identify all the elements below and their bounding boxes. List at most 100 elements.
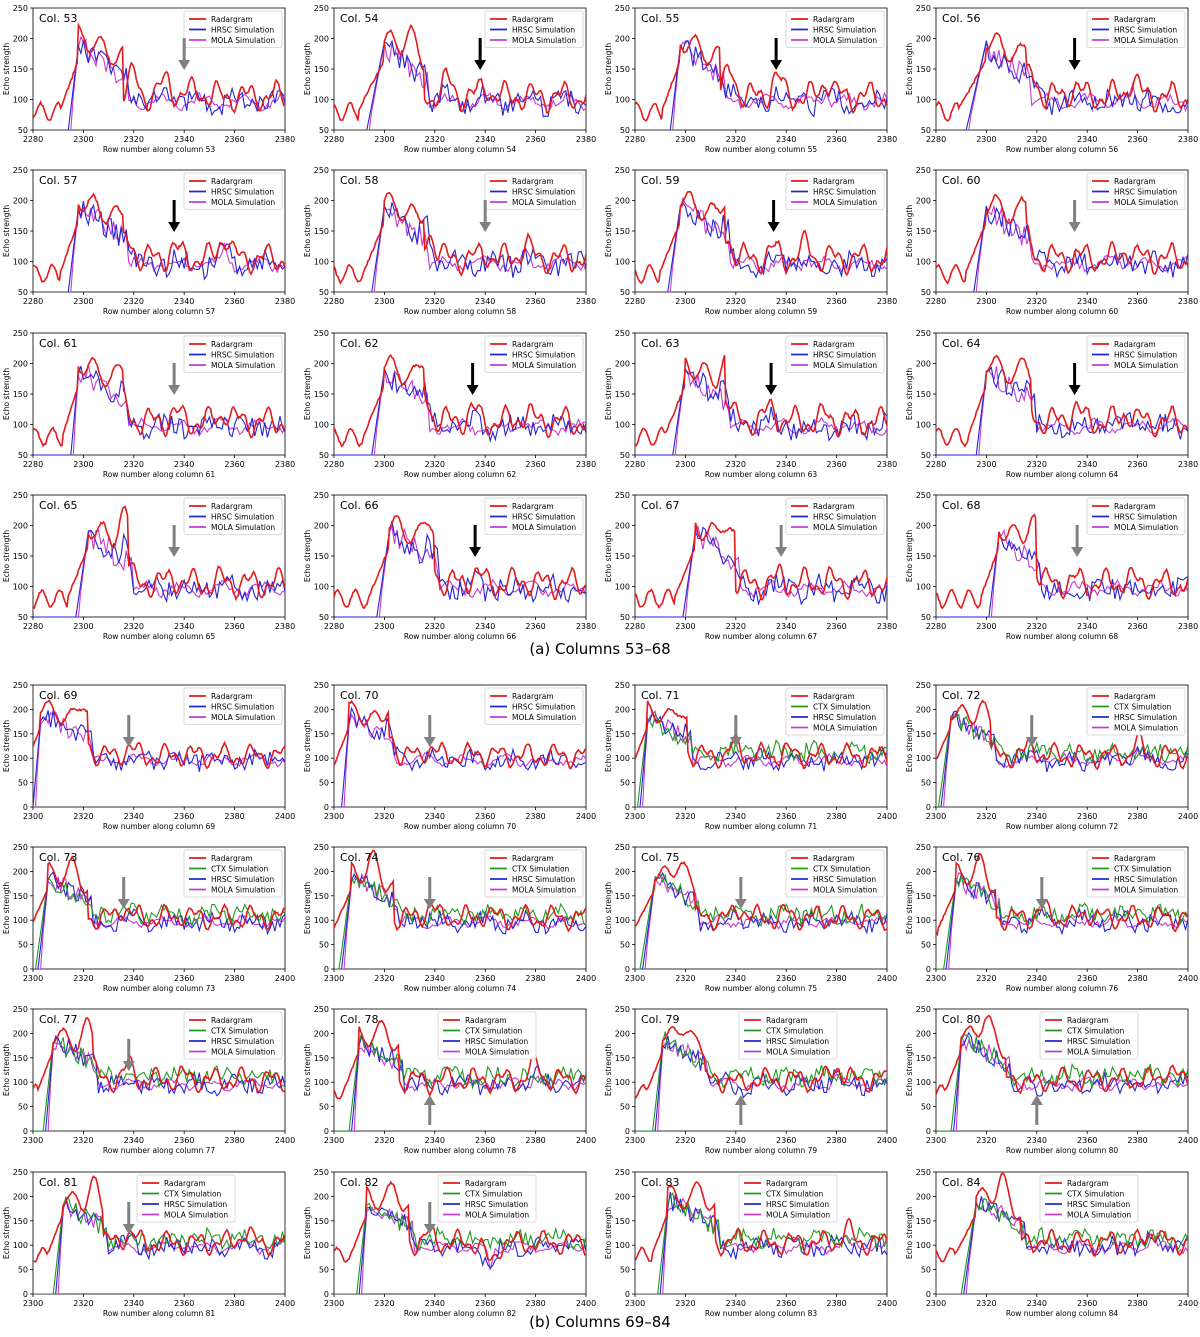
legend-entry: Radargram xyxy=(465,1179,507,1188)
legend-box xyxy=(484,335,584,373)
legend-entry: HRSC Simulation xyxy=(512,875,575,884)
y-axis-label: Echo strength xyxy=(2,1044,11,1096)
panel-title: Col. 64 xyxy=(942,337,980,350)
y-tick-label: 50 xyxy=(921,1266,931,1275)
series-line-hrsc-simulation xyxy=(33,366,285,455)
x-tick-label: 2340 xyxy=(475,135,495,144)
series-line-mola-simulation xyxy=(635,875,887,969)
y-tick-label: 150 xyxy=(314,552,329,561)
legend-box xyxy=(1086,687,1186,736)
legend-box xyxy=(738,1174,838,1223)
y-tick-label: 100 xyxy=(13,916,28,925)
x-tick-label: 2360 xyxy=(174,1136,194,1145)
legend-box xyxy=(484,10,584,48)
y-tick-label: 150 xyxy=(615,65,630,74)
y-tick-label: 150 xyxy=(314,390,329,399)
x-tick-label: 2280 xyxy=(23,297,43,306)
x-tick-label: 2360 xyxy=(224,135,244,144)
legend-entry: HRSC Simulation xyxy=(1114,351,1177,360)
x-tick-label: 2340 xyxy=(174,460,194,469)
x-tick-label: 2380 xyxy=(1178,460,1198,469)
x-tick-label: 2380 xyxy=(275,135,295,144)
x-tick-label: 2300 xyxy=(23,974,43,983)
x-tick-label: 2320 xyxy=(976,1136,996,1145)
legend-entry: CTX Simulation xyxy=(512,865,570,874)
x-tick-label: 2340 xyxy=(425,812,445,821)
y-axis-label: Echo strength xyxy=(905,720,914,772)
x-tick-label: 2400 xyxy=(1178,1299,1198,1308)
y-tick-label: 200 xyxy=(615,197,630,206)
legend-entry: MOLA Simulation xyxy=(512,523,576,532)
x-tick-label: 2320 xyxy=(976,1299,996,1308)
x-tick-label: 2380 xyxy=(826,1299,846,1308)
x-tick-label: 2380 xyxy=(877,622,897,631)
x-tick-label: 2340 xyxy=(425,974,445,983)
y-tick-label: 250 xyxy=(13,4,28,13)
legend-entry: Radargram xyxy=(512,340,554,349)
y-tick-label: 250 xyxy=(615,329,630,338)
x-axis-label: Row number along column 71 xyxy=(705,822,818,831)
legend-entry: Radargram xyxy=(813,502,855,511)
legend-entry: CTX Simulation xyxy=(1114,703,1172,712)
x-tick-label: 2320 xyxy=(425,297,445,306)
legend-entry: HRSC Simulation xyxy=(1067,1200,1130,1209)
x-axis-label: Row number along column 70 xyxy=(404,822,517,831)
x-axis-label: Row number along column 84 xyxy=(1006,1309,1119,1318)
x-tick-label: 2380 xyxy=(826,812,846,821)
x-tick-label: 2400 xyxy=(275,974,295,983)
legend-entry: Radargram xyxy=(1114,177,1156,186)
x-tick-label: 2380 xyxy=(576,622,596,631)
x-axis-label: Row number along column 68 xyxy=(1006,632,1119,641)
x-axis-label: Row number along column 67 xyxy=(705,632,818,641)
x-axis-label: Row number along column 69 xyxy=(103,822,216,831)
panel-title: Col. 74 xyxy=(340,851,378,864)
y-axis-label: Echo strength xyxy=(303,720,312,772)
panel-title: Col. 63 xyxy=(641,337,679,350)
arrow-marker xyxy=(122,1202,135,1234)
legend-entry: MOLA Simulation xyxy=(813,523,877,532)
y-tick-label: 100 xyxy=(13,1078,28,1087)
x-tick-label: 2360 xyxy=(776,1299,796,1308)
x-tick-label: 2380 xyxy=(224,1299,244,1308)
y-tick-label: 100 xyxy=(13,754,28,763)
legend-entry: HRSC Simulation xyxy=(211,513,274,522)
arrow-marker xyxy=(423,1202,436,1234)
legend-entry: MOLA Simulation xyxy=(512,36,576,45)
legend-entry: Radargram xyxy=(813,854,855,863)
panel-title: Col. 56 xyxy=(942,12,980,25)
x-tick-label: 2360 xyxy=(475,1136,495,1145)
chart-panel: 50 100 150 200 250 2280 2300 2320 2340 2360 2380 Ro… xyxy=(604,4,897,154)
series-line-hrsc-simulation xyxy=(33,201,285,292)
series-line-radargram xyxy=(936,699,1188,771)
legend-box xyxy=(785,335,885,373)
legend-entry: Radargram xyxy=(1067,1179,1109,1188)
chart-panel: 50 100 150 200 250 2280 2300 2320 2340 2360 2380 Ro… xyxy=(905,329,1198,479)
series-line-hrsc-simulation xyxy=(334,202,586,292)
legend-box xyxy=(183,10,283,48)
legend-entry: CTX Simulation xyxy=(766,1027,824,1036)
x-tick-label: 2320 xyxy=(976,974,996,983)
arrow-marker xyxy=(466,363,479,395)
legend-entry: HRSC Simulation xyxy=(512,513,575,522)
panel-title: Col. 75 xyxy=(641,851,679,864)
x-tick-label: 2300 xyxy=(374,460,394,469)
y-tick-label: 0 xyxy=(926,965,931,974)
y-tick-label: 100 xyxy=(615,96,630,105)
arrow-marker xyxy=(168,200,181,232)
y-tick-label: 100 xyxy=(314,754,329,763)
legend-entry: MOLA Simulation xyxy=(164,1211,228,1220)
series-line-radargram xyxy=(334,1019,586,1100)
x-tick-label: 2400 xyxy=(576,1136,596,1145)
chart-panel: 50 100 150 200 250 2280 2300 2320 2340 2360 2380 Ro… xyxy=(2,329,295,479)
x-tick-label: 2340 xyxy=(1027,1136,1047,1145)
panel-title: Col. 84 xyxy=(942,1176,980,1189)
y-tick-label: 150 xyxy=(615,227,630,236)
x-tick-label: 2360 xyxy=(1127,135,1147,144)
y-tick-label: 50 xyxy=(921,126,931,135)
series-line-mola-simulation xyxy=(33,711,285,807)
series-line-radargram xyxy=(635,860,887,932)
y-axis-label: Echo strength xyxy=(303,530,312,582)
x-tick-label: 2300 xyxy=(926,1299,946,1308)
y-tick-label: 200 xyxy=(615,522,630,531)
series-line-hrsc-simulation xyxy=(635,367,887,455)
